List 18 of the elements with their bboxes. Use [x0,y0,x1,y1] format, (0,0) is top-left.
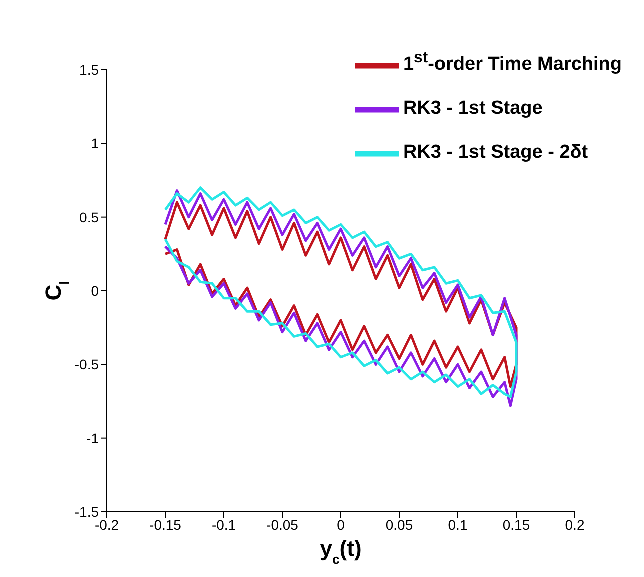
x-tick-label: -0.1 [212,516,236,533]
y-tick-label: -1 [86,430,100,446]
x-tick-label: -0.05 [266,516,299,533]
legend-label: RK3 - 1st Stage - 2δt [403,142,588,164]
x-tick-label: 0.05 [386,516,414,533]
x-tick-label: -0.15 [150,516,182,533]
legend-label: 1$^{st}$-order Time Marching [403,50,622,76]
x-tick-label: 0.2 [565,516,585,533]
x-tick-label: 0.15 [502,516,530,533]
y-tick-label: 1 [91,136,100,152]
x-axis-title: y$_{c}$(t) [320,536,362,566]
y-tick-label: 0 [91,282,100,299]
x-tick-label: 0 [337,516,346,533]
x-tick-label: 0.1 [448,516,468,533]
y-tick-label: 1.5 [80,62,100,78]
y-tick-label: 0.5 [80,209,100,226]
y-tick-label: -0.5 [74,356,100,373]
legend-label: RK3 - 1st Stage [403,98,543,120]
